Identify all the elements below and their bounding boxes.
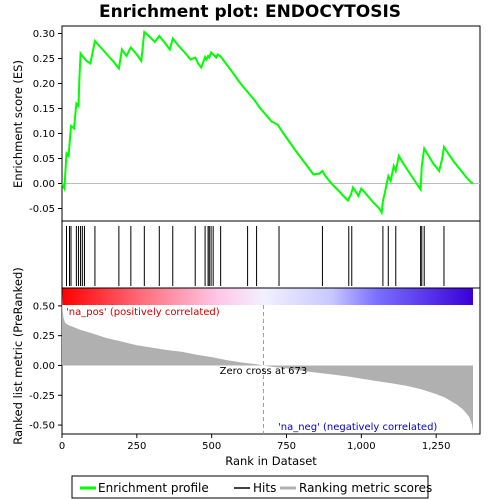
metric-ylabel: Ranked list metric (PreRanked) (11, 267, 25, 445)
es-ytick-label: 0.00 (33, 179, 55, 190)
legend-box (71, 475, 429, 499)
legend-profile-label: Enrichment profile (98, 481, 209, 495)
hits-marks (65, 226, 445, 286)
metric-xlabel: Rank in Dataset (225, 454, 317, 468)
rank-colorbar-gradient (62, 288, 473, 305)
metric-xtick-label: 500 (202, 441, 221, 452)
metric-ytick-label: 0.00 (33, 361, 55, 372)
es-plot-frame (61, 25, 481, 222)
hits-panel (61, 220, 481, 289)
metric-ytick-label: -0.50 (29, 421, 55, 432)
es-ytick-label: 0.05 (33, 154, 55, 165)
legend-metric-label: Ranking metric scores (299, 481, 432, 495)
metric-panel: 0.50 0.25 0.00 -0.25 -0.50 0 250 500 750 1,000 1,… (11, 267, 481, 468)
es-ytick-label: 0.25 (33, 54, 55, 65)
es-ytick-label: 0.15 (33, 104, 55, 115)
legend-hits-label: Hits (253, 481, 276, 495)
legend: Enrichment profile Hits Ranking metric s… (71, 475, 432, 499)
es-ytick-label: 0.20 (33, 79, 55, 90)
es-ytick-group: 0.30 0.25 0.20 0.15 0.10 0.05 0.00 -0.05 (29, 29, 480, 215)
chart-title: Enrichment plot: ENDOCYTOSIS (99, 2, 401, 22)
hits-frame (61, 220, 481, 289)
es-ytick-label: 0.10 (33, 129, 55, 140)
metric-ytick-label: 0.50 (33, 301, 55, 312)
es-ytick-label: 0.30 (33, 29, 55, 40)
neg-correlated-label: 'na_neg' (negatively correlated) (278, 422, 437, 433)
metric-ytick-label: 0.25 (33, 331, 55, 342)
metric-ytick-label: -0.25 (29, 391, 55, 402)
ranking-metric-area (62, 291, 473, 431)
es-panel: 0.30 0.25 0.20 0.15 0.10 0.05 0.00 -0.05 Enrich… (11, 25, 481, 222)
zero-cross-label: Zero cross at 673 (220, 366, 308, 377)
metric-xtick-label: 750 (277, 441, 296, 452)
metric-xtick-label: 0 (59, 441, 65, 452)
es-ylabel: Enrichment score (ES) (11, 60, 25, 188)
pos-correlated-label: 'na_pos' (positively correlated) (66, 307, 220, 318)
enrichment-profile-line (61, 29, 474, 216)
metric-xtick-label: 1,000 (347, 441, 376, 452)
metric-xtick-group: 0 250 500 750 1,000 1,250 (59, 434, 451, 452)
es-ytick-label: -0.05 (29, 204, 55, 215)
rank-colorbar (62, 288, 473, 305)
metric-xtick-label: 250 (127, 441, 146, 452)
metric-ytick-group: 0.50 0.25 0.00 -0.25 -0.50 (29, 301, 62, 432)
metric-xtick-label: 1,250 (422, 441, 451, 452)
